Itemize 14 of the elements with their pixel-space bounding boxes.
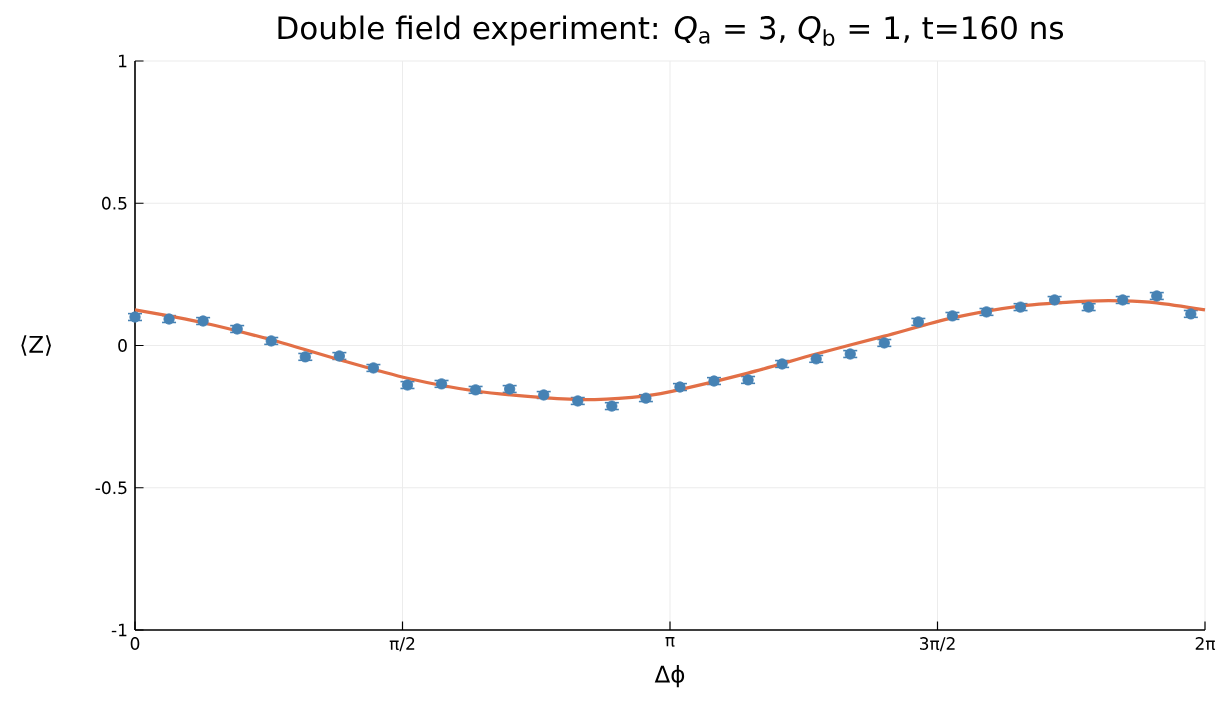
x-tick-label: 3π/2 — [919, 637, 955, 652]
x-tick-label: π — [665, 637, 675, 647]
x-tick-label: 0 — [130, 637, 140, 650]
y-tick-label: 1 — [119, 54, 127, 68]
x-axis-title: Δϕ — [654, 665, 685, 688]
chart-title: Double field experiment: Q$_{a}$ = 3, Q$_{b}$ = 1, t=160 ns — [278, 15, 1064, 46]
x-tick-label: π/2 — [389, 637, 415, 652]
y-tick-label: 0.5 — [102, 196, 127, 210]
y-tick-label: 0 — [118, 339, 127, 352]
x-tick-label: 2π — [1195, 637, 1216, 650]
point — [129, 311, 141, 323]
y-tick-label: -1 — [111, 623, 127, 637]
y-tick-label: -0.5 — [95, 481, 127, 495]
y-axis-title: ⟨Z⟩ — [21, 335, 51, 356]
